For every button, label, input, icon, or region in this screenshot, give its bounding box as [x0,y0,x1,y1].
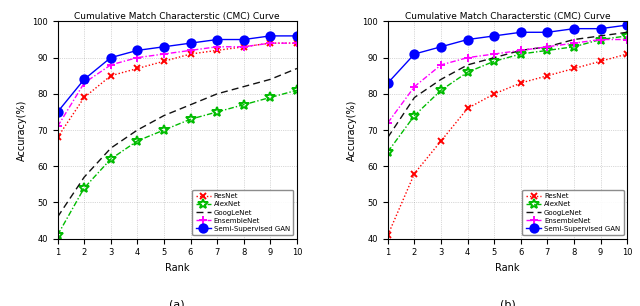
Legend: ResNet, AlexNet, GoogLeNet, EnsembleNet, Semi-Supervised GAN: ResNet, AlexNet, GoogLeNet, EnsembleNet,… [522,190,624,235]
Legend: ResNet, AlexNet, GoogLeNet, EnsembleNet, Semi-Supervised GAN: ResNet, AlexNet, GoogLeNet, EnsembleNet,… [192,190,294,235]
Text: (a): (a) [170,300,185,306]
Title: Cumulative Match Characterstic (CMC) Curve: Cumulative Match Characterstic (CMC) Cur… [404,12,611,21]
X-axis label: Rank: Rank [165,263,189,273]
Y-axis label: Accuracy(%): Accuracy(%) [17,99,27,161]
Title: Cumulative Match Characterstic (CMC) Curve: Cumulative Match Characterstic (CMC) Cur… [74,12,280,21]
Text: (b): (b) [500,300,515,306]
X-axis label: Rank: Rank [495,263,520,273]
Y-axis label: Accuracy(%): Accuracy(%) [347,99,357,161]
